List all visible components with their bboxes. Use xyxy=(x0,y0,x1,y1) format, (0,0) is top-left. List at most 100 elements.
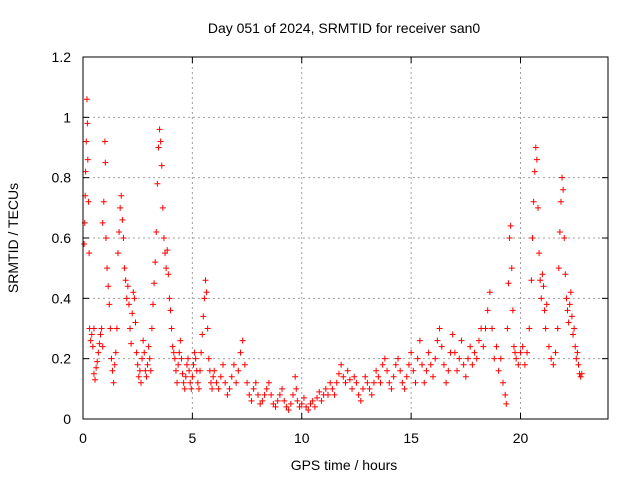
data-point xyxy=(270,400,277,407)
data-point xyxy=(125,301,132,308)
x-tick-label: 15 xyxy=(403,430,419,446)
data-point xyxy=(555,265,562,272)
data-point xyxy=(540,283,547,290)
data-point xyxy=(296,403,303,410)
y-tick-label: 0.4 xyxy=(52,290,72,306)
data-point xyxy=(390,373,397,380)
data-point xyxy=(458,337,465,344)
data-point xyxy=(564,307,571,314)
data-point xyxy=(512,349,519,356)
data-point xyxy=(203,289,210,296)
data-point xyxy=(568,313,575,320)
data-point xyxy=(209,385,216,392)
data-point xyxy=(349,385,356,392)
data-point xyxy=(456,355,463,362)
data-point xyxy=(346,376,353,383)
data-point xyxy=(259,397,266,404)
data-point xyxy=(566,301,573,308)
data-point xyxy=(276,391,283,398)
x-axis-label: GPS time / hours xyxy=(291,457,398,473)
data-point xyxy=(303,403,310,410)
data-point xyxy=(82,168,89,175)
data-point xyxy=(536,250,543,257)
data-point xyxy=(316,388,323,395)
data-point xyxy=(129,310,136,317)
data-point xyxy=(113,325,120,332)
data-point xyxy=(425,349,432,356)
data-point xyxy=(567,289,574,296)
data-point xyxy=(462,373,469,380)
data-point xyxy=(176,349,183,356)
data-point xyxy=(134,361,141,368)
data-point xyxy=(561,235,568,241)
data-point xyxy=(508,265,515,272)
data-point xyxy=(215,385,222,392)
data-point xyxy=(265,379,272,386)
data-point xyxy=(344,367,351,374)
data-point xyxy=(366,385,373,392)
data-point xyxy=(233,379,240,386)
chart-title: Day 051 of 2024, SRMTID for receiver san… xyxy=(208,20,481,36)
data-point xyxy=(373,367,380,374)
data-point xyxy=(562,271,569,278)
data-point xyxy=(235,367,242,374)
data-point xyxy=(172,367,179,374)
data-point xyxy=(414,355,421,362)
data-point xyxy=(307,400,314,407)
data-point xyxy=(120,235,127,241)
x-tick-label: 0 xyxy=(79,430,87,446)
data-point xyxy=(434,337,441,344)
data-point xyxy=(157,138,164,145)
data-point xyxy=(381,355,388,362)
data-point xyxy=(497,355,504,362)
data-point xyxy=(192,355,199,362)
data-point xyxy=(388,385,395,392)
data-point xyxy=(107,325,114,332)
data-point xyxy=(159,204,166,211)
data-point xyxy=(90,325,97,332)
data-point xyxy=(533,156,540,163)
y-tick-label: 0.6 xyxy=(52,230,72,246)
data-point xyxy=(211,367,218,374)
data-point xyxy=(154,180,161,187)
data-point xyxy=(432,355,439,362)
data-point xyxy=(108,355,115,362)
data-point xyxy=(565,319,572,326)
data-point xyxy=(168,325,175,332)
data-point xyxy=(541,307,548,314)
data-point xyxy=(403,373,410,380)
x-tick-label: 20 xyxy=(513,430,529,446)
data-point xyxy=(197,367,204,374)
data-point xyxy=(205,355,212,362)
data-point xyxy=(110,379,117,386)
data-point xyxy=(443,379,450,386)
data-point xyxy=(285,406,292,413)
data-point xyxy=(327,379,334,386)
data-point xyxy=(155,144,162,151)
data-point xyxy=(370,379,377,386)
data-point xyxy=(539,271,546,278)
data-point xyxy=(557,198,564,205)
data-point xyxy=(421,379,428,386)
data-point xyxy=(574,349,581,356)
data-point xyxy=(182,373,189,380)
data-point xyxy=(246,391,253,398)
data-point xyxy=(102,159,109,166)
data-point xyxy=(88,331,95,338)
data-point xyxy=(116,228,123,235)
data-point xyxy=(578,370,585,377)
data-point xyxy=(94,358,101,365)
data-point xyxy=(117,204,124,211)
data-point xyxy=(507,222,514,229)
data-point xyxy=(570,331,576,338)
data-point xyxy=(237,349,244,356)
x-tick-label: 10 xyxy=(294,430,310,446)
data-point xyxy=(198,349,205,356)
data-point xyxy=(123,295,130,302)
data-point xyxy=(140,337,147,344)
data-point xyxy=(99,343,106,350)
data-point xyxy=(480,343,487,350)
data-point xyxy=(545,343,552,350)
data-point xyxy=(364,379,371,386)
data-point xyxy=(305,406,312,413)
